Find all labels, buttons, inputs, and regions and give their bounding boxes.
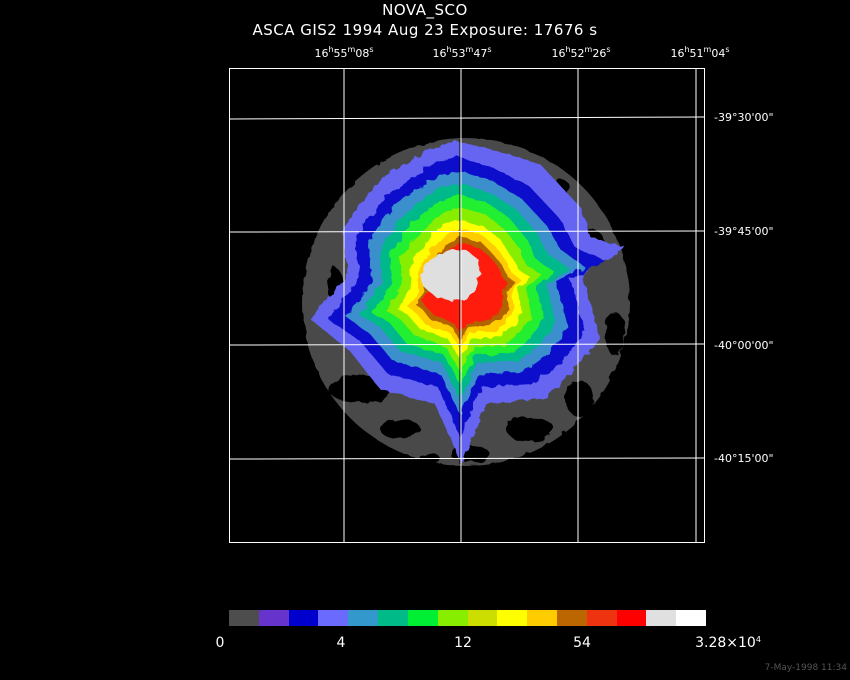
colorbar-swatch (318, 610, 349, 626)
colorbar-swatch (676, 610, 706, 626)
colorbar-swatch (378, 610, 408, 626)
xray-image-panel (229, 68, 705, 543)
ra-tick-label: 16h52m26s (551, 45, 611, 60)
colorbar-swatch (646, 610, 677, 626)
colorbar (229, 610, 706, 626)
dec-tick-label: -40°15'00" (714, 452, 774, 465)
colorbar-swatch (348, 610, 379, 626)
colorbar-swatch (229, 610, 259, 626)
ra-tick-label: 16h53m47s (432, 45, 492, 60)
colorbar-swatch (288, 610, 319, 626)
colorbar-swatch (467, 610, 498, 626)
colorbar-label: 54 (573, 635, 591, 651)
object-title: NOVA_SCO (382, 1, 468, 19)
dec-tick-label: -39°30'00" (714, 111, 774, 124)
colorbar-swatch (586, 610, 617, 626)
colorbar-swatch (497, 610, 528, 626)
colorbar-label: 12 (454, 635, 472, 651)
ra-tick-label: 16h51m04s (670, 45, 730, 60)
colorbar-swatch (258, 610, 289, 626)
xray-image (229, 69, 705, 542)
colorbar-swatch (556, 610, 587, 626)
colorbar-swatch (407, 610, 438, 626)
observation-info: ASCA GIS2 1994 Aug 23 Exposure: 17676 s (252, 21, 598, 39)
ra-tick-label: 16h55m08s (314, 45, 374, 60)
colorbar-swatch (527, 610, 557, 626)
colorbar-label: 4 (336, 635, 346, 651)
dec-tick-label: -39°45'00" (714, 225, 774, 238)
timestamp: 7-May-1998 11:34 (764, 663, 847, 673)
colorbar-max-label: 3.28×104 (695, 635, 761, 651)
colorbar-swatch (437, 610, 468, 626)
colorbar-label: 0 (215, 635, 225, 651)
dec-tick-label: -40°00'00" (714, 339, 774, 352)
colorbar-swatch (616, 610, 647, 626)
